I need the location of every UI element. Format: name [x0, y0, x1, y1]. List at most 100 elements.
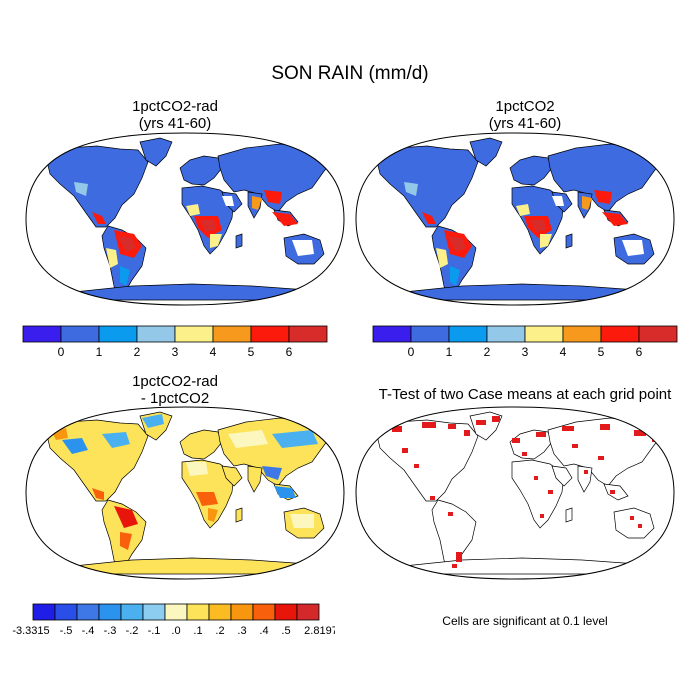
map-frame	[25, 406, 345, 580]
colorbar-tick-label: -.2	[126, 625, 139, 637]
figure-title: SON RAIN (mm/d)	[271, 63, 429, 84]
panel-c-title-line1: 1pctCO2-rad	[132, 373, 218, 390]
colorbar-tick-label: 5	[598, 345, 605, 359]
difference-region	[62, 438, 88, 454]
difference-region	[208, 508, 218, 522]
significance-note: Cells are significant at 0.1 level	[442, 614, 608, 628]
colorbar-tick-label: 2	[484, 345, 491, 359]
land-greenland	[139, 137, 173, 167]
colorbar-tick-label: .3	[237, 625, 246, 637]
rain-region	[622, 240, 644, 256]
panel-b-title: 1pctCO2 (yrs 41-60)	[410, 98, 640, 132]
rain-region	[252, 196, 262, 210]
colorbar-box	[288, 325, 328, 343]
rain-region	[272, 212, 298, 226]
colorbar-tick-label: .4	[259, 625, 268, 637]
significant-cell	[476, 420, 486, 425]
colorbar-box	[296, 603, 320, 621]
colorbar-tick-label: 3	[522, 345, 529, 359]
significant-cell	[540, 514, 544, 518]
colorbar-box	[486, 325, 526, 343]
difference-region	[262, 466, 282, 480]
colorbar-panel-a: 0 1 2 3 4 5 6	[22, 325, 328, 359]
colorbar-tick-label: 1	[446, 345, 453, 359]
colorbar-box	[142, 603, 166, 621]
land-europe	[179, 429, 223, 460]
significant-cell	[598, 456, 604, 460]
land-europe	[509, 155, 553, 186]
colorbar-tick-label: .0	[171, 625, 180, 637]
significant-cell	[584, 470, 588, 474]
rain-region	[222, 196, 234, 206]
land-madagascar	[235, 233, 243, 249]
panel-d-title-line1: T-Test of two Case means at each grid po…	[378, 386, 672, 403]
panel-a-title: 1pctCO2-rad (yrs 41-60)	[60, 98, 290, 132]
significant-cell	[522, 452, 527, 456]
significant-cell	[572, 444, 578, 448]
colorbar-tick-label: -3.3315	[12, 625, 49, 637]
difference-region	[228, 430, 268, 448]
colorbar-tick-label: -.5	[60, 625, 73, 637]
rain-region	[516, 204, 530, 216]
colorbar-tick-label: 0	[408, 345, 415, 359]
land-arabia	[551, 465, 573, 487]
colorbar-box	[60, 325, 100, 343]
significant-cell	[492, 416, 500, 422]
rain-region	[264, 190, 282, 204]
panel-b-title-line1: 1pctCO2	[495, 98, 555, 115]
land-india	[577, 465, 593, 493]
rain-region	[422, 212, 436, 224]
difference-region	[114, 506, 138, 528]
colorbar-tick-label: .2	[215, 625, 224, 637]
colorbar-box	[250, 325, 290, 343]
colorbar-box	[638, 325, 678, 343]
rain-region	[530, 220, 546, 232]
difference-region	[272, 430, 318, 448]
significant-cell	[414, 464, 419, 468]
map-frame	[25, 132, 345, 306]
colorbar-box	[186, 603, 210, 621]
panel-c-map	[25, 406, 345, 580]
significant-cell	[634, 430, 646, 436]
difference-region	[120, 532, 132, 550]
colorbar-panel-b: 0 1 2 3 4 5 6	[372, 325, 678, 359]
panel-b-title-line2: (yrs 41-60)	[488, 115, 562, 132]
colorbar-tick-label: 2.8197	[304, 625, 335, 637]
colorbar-panel-c: -3.3315 -.5 -.4 -.3 -.2 -.1 .0 .1 .2 .3 .4 .5 2.8197	[12, 603, 335, 637]
significant-cell	[512, 438, 520, 443]
colorbar-box	[174, 325, 214, 343]
significant-cell	[448, 512, 453, 516]
rain-region	[200, 220, 216, 232]
panel-d-title: T-Test of two Case means at each grid po…	[355, 386, 695, 403]
land-se-asia	[603, 483, 629, 501]
significant-cell	[402, 448, 408, 453]
rain-region	[118, 236, 136, 252]
significant-cell	[452, 564, 457, 568]
land-madagascar	[565, 233, 573, 249]
land-madagascar	[565, 507, 573, 523]
colorbar-tick-label: 4	[210, 345, 217, 359]
significant-cell	[630, 516, 634, 520]
panel-a-title-line1: 1pctCO2-rad	[132, 98, 218, 115]
rain-region	[106, 248, 118, 268]
land-greenland	[469, 137, 503, 167]
land-north-america	[45, 145, 149, 228]
colorbar-box	[120, 603, 144, 621]
panel-b-map	[355, 132, 675, 306]
difference-region	[196, 492, 218, 506]
colorbar-box	[410, 325, 450, 343]
colorbar-box	[164, 603, 188, 621]
difference-region	[186, 462, 208, 476]
difference-region	[92, 488, 104, 500]
rain-region	[450, 266, 460, 286]
colorbar-tick-label: 3	[172, 345, 179, 359]
panel-a-title-line2: (yrs 41-60)	[138, 115, 212, 132]
rain-region	[436, 248, 448, 268]
land-north-america	[375, 145, 479, 228]
land-india	[247, 465, 263, 493]
significant-cell	[430, 496, 435, 500]
rain-region	[404, 182, 418, 196]
colorbar-box	[372, 325, 412, 343]
colorbar-box	[208, 603, 232, 621]
land-europe	[179, 155, 223, 186]
